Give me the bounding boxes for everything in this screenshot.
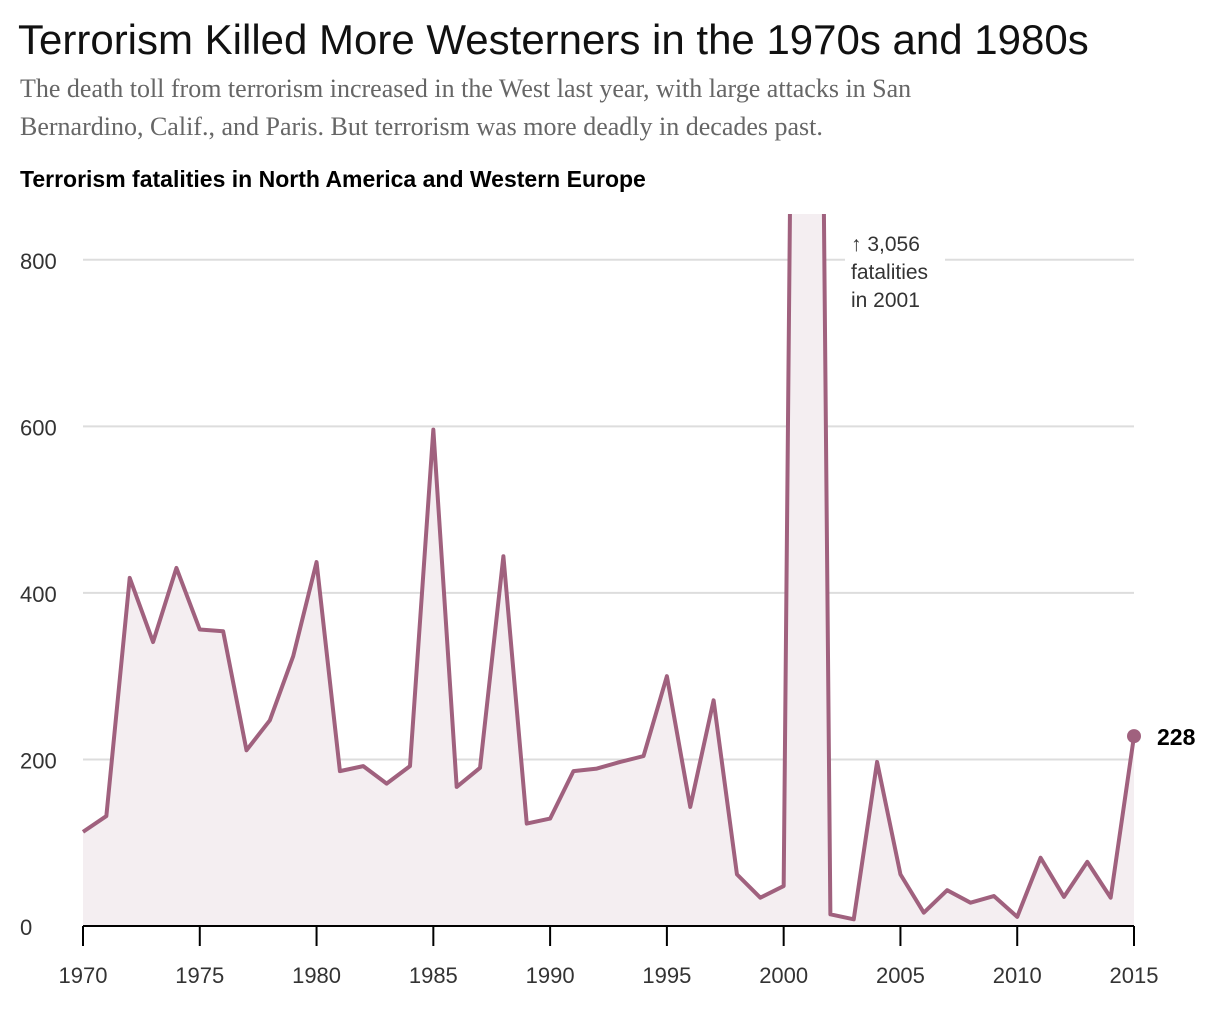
chart-title: Terrorism fatalities in North America an…: [20, 166, 646, 192]
x-tick-label: 1990: [526, 963, 575, 988]
plot: [81, 214, 1136, 926]
annotation: in 2001: [851, 289, 920, 312]
x-tick-label: 1975: [175, 963, 224, 988]
x-tick-label: 1995: [642, 963, 691, 988]
y-tick-label: 400: [20, 582, 57, 607]
end-dot: [1127, 729, 1141, 744]
annotation: ↑ 3,056: [851, 233, 920, 256]
line: [81, 214, 1136, 922]
x-tick-label: 1970: [59, 963, 108, 988]
y-tick-label: 0: [20, 915, 32, 940]
subtitle: The death toll from terrorism increased …: [20, 74, 911, 103]
x-tick-label: 2000: [759, 963, 808, 988]
x-tick-label: 1985: [409, 963, 458, 988]
value-label: 228: [1157, 724, 1196, 750]
annotation-bg: [845, 226, 945, 316]
x-tick-label: 2010: [993, 963, 1042, 988]
x-tick-label: 2015: [1110, 963, 1159, 988]
y-tick-label: 200: [20, 748, 57, 773]
x-tick-label: 1980: [292, 963, 341, 988]
subtitle: Bernardino, Calif., and Paris. But terro…: [20, 112, 823, 141]
y-tick-label: 600: [20, 415, 57, 440]
area: [83, 214, 1134, 926]
title: Terrorism Killed More Westerners in the …: [18, 16, 1089, 63]
x-tick-label: 2005: [876, 963, 925, 988]
y-tick-label: 800: [20, 249, 57, 274]
annotation: fatalities: [851, 261, 928, 284]
